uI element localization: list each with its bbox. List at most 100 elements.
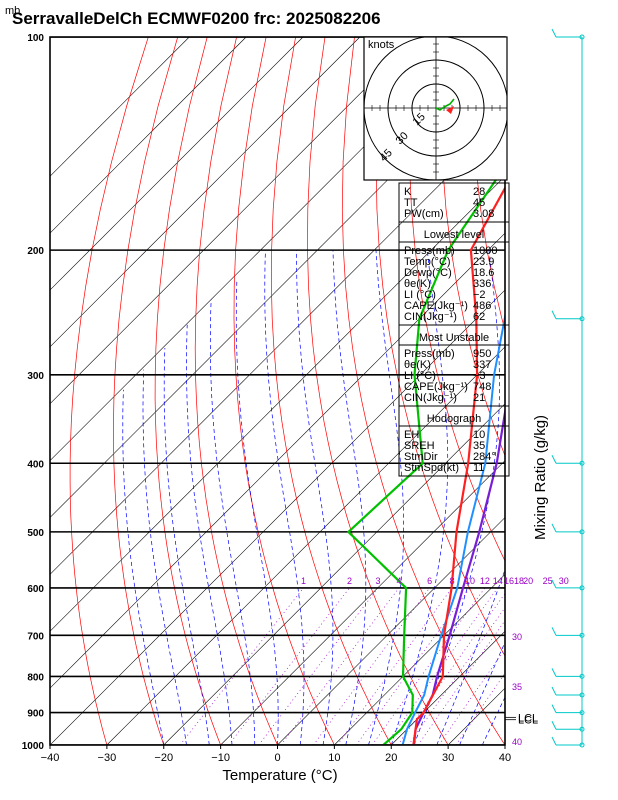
table-row-value: 486	[473, 300, 491, 312]
wind-barb-flag	[551, 579, 557, 589]
mixing-ratio-line	[408, 607, 505, 745]
pressure-unit-label: mb	[5, 5, 20, 17]
moist-adiabat-line	[209, 299, 256, 745]
table-row-label: CAPE(Jkg⁻¹)	[404, 300, 468, 312]
profile-line-4	[347, 164, 505, 745]
table-row-value: −2	[473, 289, 486, 301]
dry-adiabat-line	[590, 37, 618, 760]
table-row-label: EH	[404, 429, 419, 441]
temperature-tick-label: 0	[274, 752, 280, 764]
theta-label: 40	[512, 737, 522, 747]
wind-barb-point	[579, 316, 585, 322]
table-row-value: 3.08	[473, 208, 494, 220]
lcl-label: LCL	[518, 712, 538, 724]
mixing-ratio-label: 3	[375, 576, 380, 586]
table-row-label: Press(mb)	[404, 245, 455, 257]
dry-adiabat-line	[501, 37, 505, 126]
isotherm-line	[163, 403, 505, 745]
pressure-tick-label: 200	[27, 246, 44, 257]
wind-barb-flag	[551, 455, 557, 464]
moist-adiabat-line	[142, 369, 187, 745]
table-row-label: LI (°C)	[404, 289, 436, 301]
isotherm-line	[50, 289, 505, 745]
isotherm-line	[50, 37, 474, 462]
mixing-ratio-line	[280, 587, 400, 745]
table-row-label: CIN(Jkg⁻¹)	[404, 311, 457, 323]
table-section-heading: Most Unstable	[419, 332, 489, 344]
pressure-tick-label: 100	[27, 33, 44, 44]
isotherm-line	[106, 346, 505, 745]
dry-adiabat-line	[440, 37, 505, 457]
dry-adiabat-line	[408, 37, 505, 562]
table-box	[398, 405, 510, 477]
table-row-label: CIN(Jkg⁻¹)	[404, 392, 457, 404]
mixing-ratio-label: 2	[347, 576, 352, 586]
pressure-tick-label: 800	[27, 672, 44, 683]
table-row-label: SREH	[404, 440, 435, 452]
mixing-ratio-label: 12	[480, 576, 490, 586]
mixing-ratio-label: 1	[301, 576, 306, 586]
moist-adiabat-line	[504, 744, 505, 745]
wind-barb-point	[579, 710, 585, 716]
pressure-tick-label: 500	[27, 528, 44, 539]
moist-adiabat-line	[368, 250, 404, 745]
wind-barb-point	[579, 632, 585, 638]
theta-labels: 30 35 40	[512, 632, 522, 747]
table-row-label: θe(K)	[404, 278, 431, 290]
moist-adiabat-line	[332, 250, 367, 745]
x-axis-label: Temperature (°C)	[222, 767, 337, 784]
pressure-tick-label: 400	[27, 459, 44, 470]
mixing-ratio-line	[397, 592, 505, 745]
background-lines	[50, 37, 618, 760]
temperature-axis: −40 −30 −20 −10 0 10 20 30 40	[41, 745, 511, 764]
moist-adiabat-line	[264, 250, 305, 745]
table-row-label: K	[404, 186, 412, 198]
table-row-value: 45	[473, 197, 485, 209]
mixing-ratio-line	[417, 619, 505, 745]
table-row-label: Temp(°C)	[404, 256, 451, 268]
table-row-label: StmDir	[404, 451, 438, 463]
wind-barb-flag	[551, 523, 557, 533]
mixing-ratio-label: 10	[465, 576, 475, 586]
indices-table: K 28 TT 45 PW(cm) 3.08 Lowest level Press(mb) 10…	[398, 182, 510, 477]
mixing-ratio-line	[455, 672, 505, 745]
wind-barb-flag	[551, 668, 557, 677]
pressure-tick-label: 900	[27, 709, 44, 720]
mixing-ratio-axis-label: Mixing Ratio (g/kg)	[532, 415, 549, 540]
pressure-tick-label: 700	[27, 631, 44, 642]
wind-barb-point	[579, 529, 585, 535]
table-row-value: 28	[473, 186, 485, 198]
isotherm-line	[50, 37, 361, 348]
wind-barb-point	[579, 726, 585, 732]
temperature-tick-label: 10	[328, 752, 340, 764]
theta-label: 30	[512, 632, 522, 642]
table-row-label: TT	[404, 197, 418, 209]
isotherm-line	[50, 37, 247, 234]
isotherm-line	[50, 37, 190, 177]
dry-adiabat-line	[194, 37, 278, 745]
dry-adiabat-line	[154, 37, 221, 745]
wind-barb-flag	[551, 310, 557, 319]
wind-barb-flag	[551, 736, 557, 746]
isotherm-line	[50, 175, 505, 632]
table-row-value: 10	[473, 429, 485, 441]
mixing-ratio-label: 4	[396, 576, 401, 586]
wind-barb-flag	[551, 686, 557, 696]
isotherm-line	[50, 232, 505, 689]
temperature-tick-label: −20	[154, 752, 173, 764]
dry-adiabat-line	[375, 37, 505, 657]
mixing-ratio-line	[356, 587, 471, 745]
hodograph-unit: knots	[368, 39, 395, 51]
mixing-ratio-label: 30	[559, 576, 569, 586]
mixing-ratio-label: 20	[523, 576, 533, 586]
temperature-tick-label: 30	[442, 752, 454, 764]
table-row-value: 337	[473, 359, 491, 371]
mixing-ratio-label: 16	[504, 576, 514, 586]
table-row-label: CAPE(Jkg⁻¹)	[404, 381, 468, 393]
mixing-ratio-label: 18	[514, 576, 524, 586]
table-row-value: 336	[473, 278, 491, 290]
table-row-value: −3	[473, 370, 486, 382]
